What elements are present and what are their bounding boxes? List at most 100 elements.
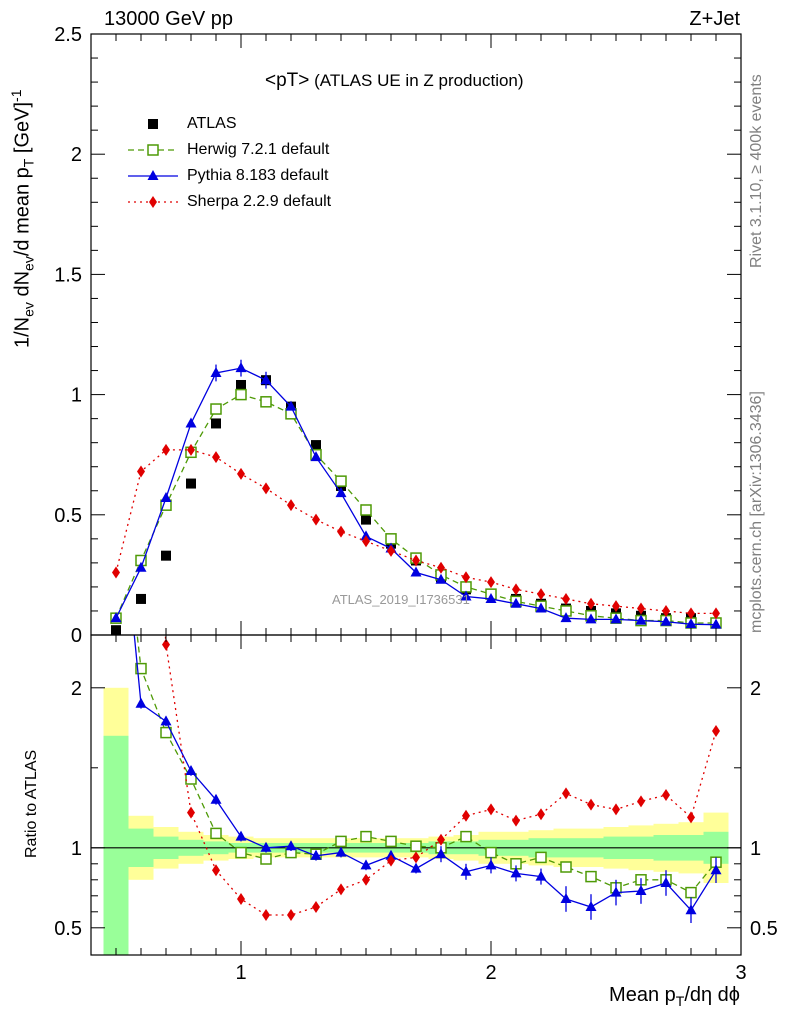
data-point-pythia — [260, 374, 272, 385]
ratio-point-sherpa — [587, 798, 595, 811]
ratio-herwig — [111, 443, 722, 899]
data-point-sherpa — [187, 443, 195, 456]
ratio-point-herwig — [111, 443, 121, 453]
ratio-point-pythia — [535, 870, 547, 881]
data-point-pythia — [485, 592, 497, 603]
legend-marker-sherpa — [149, 196, 157, 208]
legend-marker-atlas — [148, 119, 158, 129]
ratio-y-tick-label-right: 0.5 — [750, 918, 778, 940]
header-left: 13000 GeV pp — [104, 8, 233, 30]
ratio-point-pythia — [410, 862, 422, 873]
ratio-point-herwig — [585, 870, 597, 883]
legend — [128, 119, 178, 208]
ratio-y-tick-label-right: 1 — [750, 838, 761, 860]
ratio-point-pythia — [610, 886, 622, 897]
ratio-y-tick-label: 1 — [71, 838, 82, 860]
ratio-point-herwig — [535, 851, 547, 864]
ratio-y-axis-label: Ratio to ATLAS — [23, 749, 40, 858]
data-point-pythia — [335, 487, 347, 498]
series-sherpa — [112, 443, 720, 620]
data-point-sherpa — [637, 602, 645, 615]
legend-label-herwig: Herwig 7.2.1 default — [187, 141, 330, 158]
ratio-point-pythia — [335, 846, 347, 857]
data-point-sherpa — [487, 576, 495, 589]
ratio-y-tick-label: 0.5 — [54, 918, 82, 940]
ratio-point-sherpa — [287, 909, 295, 921]
legend-label-atlas: ATLAS — [187, 115, 237, 132]
x-axis-label: Mean pT/dη dϕ — [609, 984, 740, 1009]
ratio-point-sherpa — [562, 787, 570, 800]
plot-title-main: <pT> — [265, 70, 310, 91]
ratio-point-sherpa — [412, 851, 420, 864]
series-line-sherpa — [115, 449, 716, 615]
ratio-point-herwig — [685, 886, 697, 899]
data-point-sherpa — [662, 604, 670, 617]
data-point-pythia — [460, 590, 472, 601]
data-point-pythia — [185, 417, 197, 428]
data-point-pythia — [160, 491, 172, 502]
data-point-pythia — [285, 400, 297, 411]
band-1sigma — [103, 735, 129, 955]
data-point-atlas — [311, 440, 321, 451]
mcplots-label: mcplots.cern.ch [arXiv:1306.3436] — [748, 391, 765, 633]
data-point-sherpa — [512, 583, 520, 596]
ratio-point-sherpa — [687, 811, 695, 824]
ratio-point-pythia — [435, 848, 447, 859]
legend-marker-pythia — [147, 170, 159, 180]
data-point-herwig — [235, 388, 247, 401]
data-point-sherpa — [387, 544, 395, 557]
data-point-sherpa — [312, 513, 320, 526]
data-point-pythia — [435, 573, 447, 584]
data-point-sherpa — [337, 525, 345, 538]
data-point-pythia — [310, 451, 322, 462]
data-point-atlas — [161, 550, 171, 561]
ratio-point-sherpa — [212, 864, 220, 877]
data-point-pythia — [510, 597, 522, 608]
ratio-point-sherpa — [637, 795, 645, 808]
data-point-atlas — [186, 478, 196, 489]
data-point-pythia — [685, 618, 697, 629]
data-point-sherpa — [362, 535, 370, 548]
ratio-y-tick-label-right: 2 — [750, 678, 761, 700]
data-point-sherpa — [137, 465, 145, 478]
data-point-sherpa — [412, 554, 420, 567]
data-point-sherpa — [287, 499, 295, 512]
y-tick-label: 0 — [71, 625, 82, 647]
legend-marker-herwig — [147, 144, 159, 156]
data-point-atlas — [211, 418, 221, 429]
series-line-herwig — [115, 393, 716, 624]
data-point-pythia — [235, 362, 247, 373]
ratio-point-sherpa — [312, 901, 320, 913]
ratio-point-herwig — [460, 830, 472, 843]
data-point-sherpa — [462, 571, 470, 584]
data-point-atlas — [136, 593, 146, 604]
data-point-herwig — [260, 396, 272, 408]
data-point-pythia — [535, 602, 547, 613]
header-right: Z+Jet — [689, 8, 740, 30]
ratio-point-pythia — [585, 901, 597, 911]
rivet-label: Rivet 3.1.10, ≥ 400k events — [748, 74, 765, 268]
data-point-sherpa — [237, 467, 245, 480]
ratio-point-pythia — [160, 715, 172, 726]
y-tick-label: 0.5 — [54, 505, 82, 527]
ratio-series — [111, 442, 722, 923]
ratio-point-sherpa — [537, 808, 545, 821]
ratio-frame — [90, 634, 742, 956]
data-point-pythia — [210, 366, 222, 377]
legend-label-pythia: Pythia 8.183 default — [187, 167, 329, 184]
data-point-sherpa — [712, 607, 720, 620]
data-point-atlas — [361, 514, 371, 525]
ratio-point-pythia — [210, 793, 222, 804]
ratio-point-pythia — [460, 865, 472, 876]
ratio-point-pythia — [111, 442, 122, 452]
main-series — [110, 359, 722, 635]
ratio-point-sherpa — [187, 806, 195, 819]
ratio-point-sherpa — [387, 854, 395, 867]
data-point-atlas — [236, 379, 246, 390]
ratio-point-pythia — [635, 885, 647, 895]
ratio-point-herwig — [210, 827, 222, 840]
data-point-sherpa — [562, 592, 570, 605]
ratio-pythia — [111, 442, 722, 923]
data-point-pythia — [110, 612, 122, 623]
